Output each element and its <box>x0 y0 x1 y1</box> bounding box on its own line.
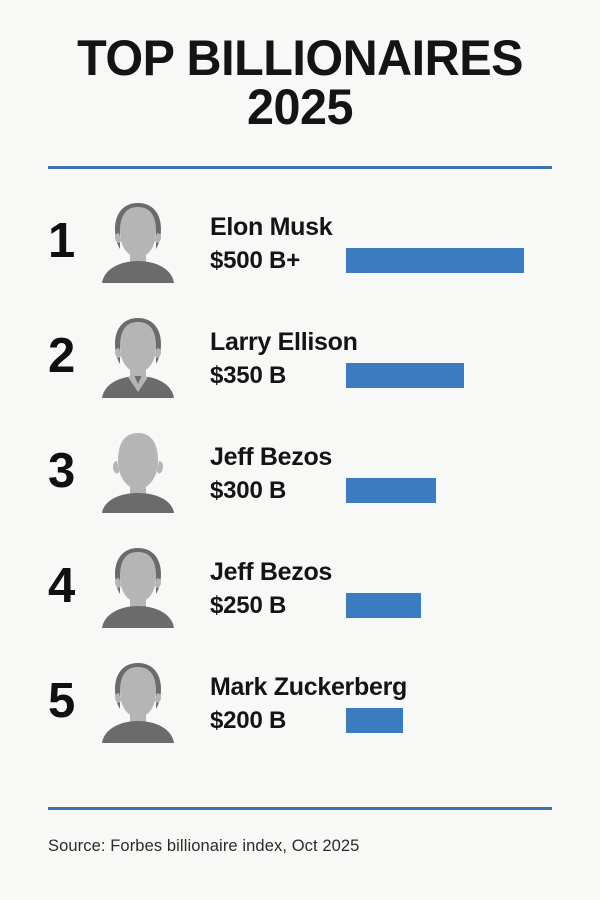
ranking-list: 1 Elon Musk $500 B+ 2 <box>0 191 600 751</box>
person-name: Mark Zuckerberg <box>210 673 407 702</box>
net-worth-value: $500 B+ <box>210 246 301 274</box>
source-note: Source: Forbes billionaire index, Oct 20… <box>48 837 360 855</box>
net-worth-value: $200 B <box>210 706 287 734</box>
rank-number: 5 <box>48 673 75 728</box>
list-item: 3 Jeff Bezos $300 B <box>48 421 600 521</box>
footer: Source: Forbes billionaire index, Oct 20… <box>0 807 600 900</box>
rank-number: 2 <box>48 328 75 383</box>
person-info: Larry Ellison $350 B <box>210 308 600 404</box>
value-and-bar: $200 B <box>210 706 600 734</box>
avatar-hair-icon <box>102 663 174 743</box>
avatar-hair-icon <box>102 203 174 283</box>
divider-bottom <box>48 807 552 810</box>
value-and-bar: $250 B <box>210 591 600 619</box>
net-worth-bar <box>346 708 403 734</box>
page-title-line-1: TOP BILLIONAIRES <box>77 30 523 86</box>
net-worth-bar <box>346 363 464 389</box>
list-item: 2 Larry Ellison $350 B <box>48 306 600 406</box>
avatar-bald-icon <box>102 433 174 513</box>
person-info: Jeff Bezos $300 B <box>210 423 600 519</box>
person-info: Jeff Bezos $250 B <box>210 538 600 634</box>
value-and-bar: $500 B+ <box>210 246 600 274</box>
net-worth-bar <box>346 248 524 274</box>
net-worth-value: $300 B <box>210 476 287 504</box>
rank-number: 1 <box>48 213 75 268</box>
net-worth-bar <box>346 593 421 619</box>
rank-number: 4 <box>48 558 75 613</box>
person-name: Jeff Bezos <box>210 443 333 472</box>
page-title: TOP BILLIONAIRES 2025 <box>56 30 545 135</box>
person-name: Larry Ellison <box>210 328 358 357</box>
value-and-bar: $350 B <box>210 361 600 389</box>
rank-number: 3 <box>48 443 75 498</box>
person-name: Elon Musk <box>210 213 333 242</box>
person-name: Jeff Bezos <box>210 558 333 587</box>
net-worth-value: $250 B <box>210 591 287 619</box>
avatar-vneck-icon <box>102 318 174 398</box>
page-title-line-2: 2025 <box>247 79 353 135</box>
list-item: 1 Elon Musk $500 B+ <box>48 191 600 291</box>
net-worth-value: $350 B <box>210 361 287 389</box>
person-info: Elon Musk $500 B+ <box>210 193 600 289</box>
divider-top <box>48 166 552 169</box>
header: TOP BILLIONAIRES 2025 <box>0 0 600 132</box>
net-worth-bar <box>346 478 436 504</box>
value-and-bar: $300 B <box>210 476 600 504</box>
person-info: Mark Zuckerberg $200 B <box>210 653 600 749</box>
avatar-hair-icon <box>102 548 174 628</box>
list-item: 4 Jeff Bezos $250 B <box>48 536 600 636</box>
list-item: 5 Mark Zuckerberg $200 B <box>48 651 600 751</box>
